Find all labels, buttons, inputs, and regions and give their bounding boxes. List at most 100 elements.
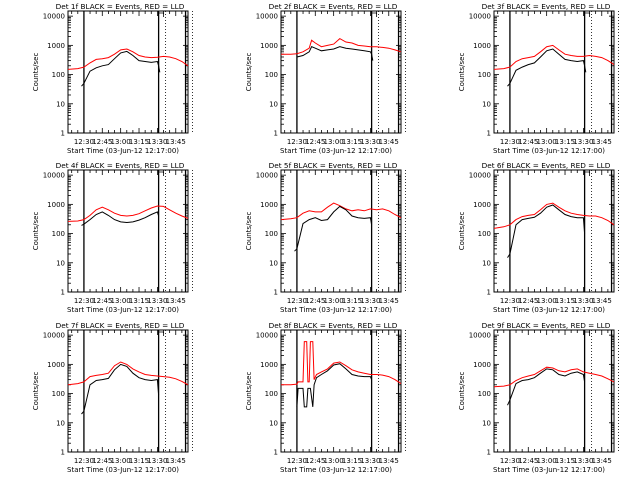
interval-bracket-marker — [158, 331, 165, 336]
x-axis-label: Start Time (03-Jun-12 12:17:00) — [280, 147, 392, 155]
x-axis-label: Start Time (03-Jun-12 12:17:00) — [493, 306, 605, 314]
y-tick-label: 1000 — [473, 42, 491, 50]
x-tick-label: 13:00 — [324, 457, 344, 465]
y-tick-label: 10 — [56, 100, 65, 108]
x-tick-label: 12:45 — [305, 138, 325, 146]
x-tick-label: 12:45 — [305, 457, 325, 465]
interval-bracket-marker — [584, 171, 591, 176]
y-tick-label: 1 — [61, 449, 65, 457]
panel-title: Det 3f BLACK = Events, RED = LLD — [482, 2, 611, 11]
x-tick-label: 13:15 — [555, 457, 575, 465]
x-tick-label: 13:15 — [129, 138, 149, 146]
y-tick-label: 1 — [487, 449, 491, 457]
plot-frame — [493, 329, 615, 453]
y-tick-label: 10 — [56, 419, 65, 427]
y-axis-label: Counts/sec — [245, 53, 253, 92]
y-tick-label: 10000 — [43, 172, 65, 180]
y-tick-label: 10 — [482, 100, 491, 108]
x-tick-label: 12:30 — [287, 138, 307, 146]
x-tick-label: 13:45 — [592, 457, 612, 465]
x-tick-label: 13:00 — [111, 297, 131, 305]
y-tick-label: 1000 — [473, 361, 491, 369]
y-tick-label: 100 — [478, 230, 491, 238]
y-tick-label: 10000 — [43, 13, 65, 21]
detector-panel: Det 8f BLACK = Events, RED = LLD 1 10 100 10… — [245, 321, 406, 474]
y-tick-label: 100 — [52, 71, 65, 79]
y-tick-label: 1000 — [260, 361, 278, 369]
x-tick-label: 13:30 — [573, 297, 593, 305]
panel-title: Det 9f BLACK = Events, RED = LLD — [482, 321, 611, 330]
interval-bracket-marker — [371, 331, 378, 336]
y-tick-label: 1 — [61, 130, 65, 138]
y-tick-label: 10000 — [256, 172, 278, 180]
panel-title: Det 7f BLACK = Events, RED = LLD — [56, 321, 185, 330]
plot-frame — [280, 169, 402, 293]
x-tick-label: 12:45 — [92, 457, 112, 465]
x-axis-label: Start Time (03-Jun-12 12:17:00) — [280, 306, 392, 314]
lld-rate-line — [493, 202, 615, 229]
interval-bracket-marker — [371, 171, 378, 176]
x-axis-label: Start Time (03-Jun-12 12:17:00) — [280, 466, 392, 474]
x-tick-label: 12:45 — [518, 297, 538, 305]
lld-rate-line — [67, 48, 189, 70]
y-tick-label: 1000 — [260, 42, 278, 50]
y-tick-label: 10 — [482, 259, 491, 267]
x-axis-label: Start Time (03-Jun-12 12:17:00) — [67, 147, 179, 155]
y-tick-label: 1 — [61, 289, 65, 297]
x-tick-label: 13:45 — [379, 297, 399, 305]
y-axis-label: Counts/sec — [32, 53, 40, 92]
x-tick-label: 12:30 — [500, 297, 520, 305]
x-tick-label: 13:00 — [537, 297, 557, 305]
events-rate-line — [294, 205, 373, 252]
x-tick-label: 13:00 — [111, 457, 131, 465]
x-tick-label: 13:30 — [360, 297, 380, 305]
x-tick-label: 13:00 — [537, 138, 557, 146]
events-rate-line — [296, 363, 373, 408]
y-axis-label: Counts/sec — [458, 372, 466, 411]
x-tick-label: 13:45 — [592, 138, 612, 146]
plot-frame — [67, 329, 189, 453]
y-tick-label: 100 — [52, 390, 65, 398]
x-tick-label: 13:15 — [129, 297, 149, 305]
x-tick-label: 12:45 — [518, 138, 538, 146]
plot-frame — [493, 10, 615, 134]
y-tick-label: 10 — [482, 419, 491, 427]
y-tick-label: 1000 — [47, 42, 65, 50]
plot-frame — [67, 169, 189, 293]
x-tick-label: 13:45 — [592, 297, 612, 305]
events-rate-line — [81, 211, 160, 226]
lld-rate-line — [67, 361, 189, 386]
y-axis-label: Counts/sec — [458, 53, 466, 92]
events-rate-line — [81, 50, 161, 87]
x-tick-label: 13:15 — [342, 297, 362, 305]
x-tick-label: 13:30 — [147, 138, 167, 146]
y-axis-label: Counts/sec — [458, 212, 466, 251]
events-rate-line — [81, 363, 160, 415]
lld-rate-line — [281, 37, 402, 55]
x-tick-label: 13:00 — [111, 138, 131, 146]
x-tick-label: 13:45 — [166, 457, 186, 465]
x-tick-label: 13:15 — [342, 138, 362, 146]
lld-rate-line — [493, 366, 615, 388]
y-tick-label: 100 — [265, 390, 278, 398]
interval-bracket-marker — [584, 331, 591, 336]
interval-bracket-marker — [158, 12, 165, 17]
x-tick-label: 13:30 — [360, 457, 380, 465]
x-tick-label: 13:00 — [324, 138, 344, 146]
y-tick-label: 1 — [274, 289, 278, 297]
x-tick-label: 12:45 — [518, 457, 538, 465]
y-tick-label: 10000 — [469, 172, 491, 180]
y-tick-label: 10 — [269, 100, 278, 108]
interval-bracket-marker — [371, 12, 378, 17]
y-tick-label: 100 — [52, 230, 65, 238]
x-tick-label: 12:30 — [287, 297, 307, 305]
x-tick-label: 13:30 — [147, 457, 167, 465]
y-axis-label: Counts/sec — [32, 212, 40, 251]
x-tick-label: 12:30 — [500, 457, 520, 465]
y-tick-label: 1000 — [47, 201, 65, 209]
panel-title: Det 5f BLACK = Events, RED = LLD — [269, 161, 398, 170]
detector-panel: Det 1f BLACK = Events, RED = LLD 1 10 100 10… — [32, 2, 193, 155]
panel-title: Det 2f BLACK = Events, RED = LLD — [269, 2, 398, 11]
x-tick-label: 12:30 — [74, 297, 94, 305]
